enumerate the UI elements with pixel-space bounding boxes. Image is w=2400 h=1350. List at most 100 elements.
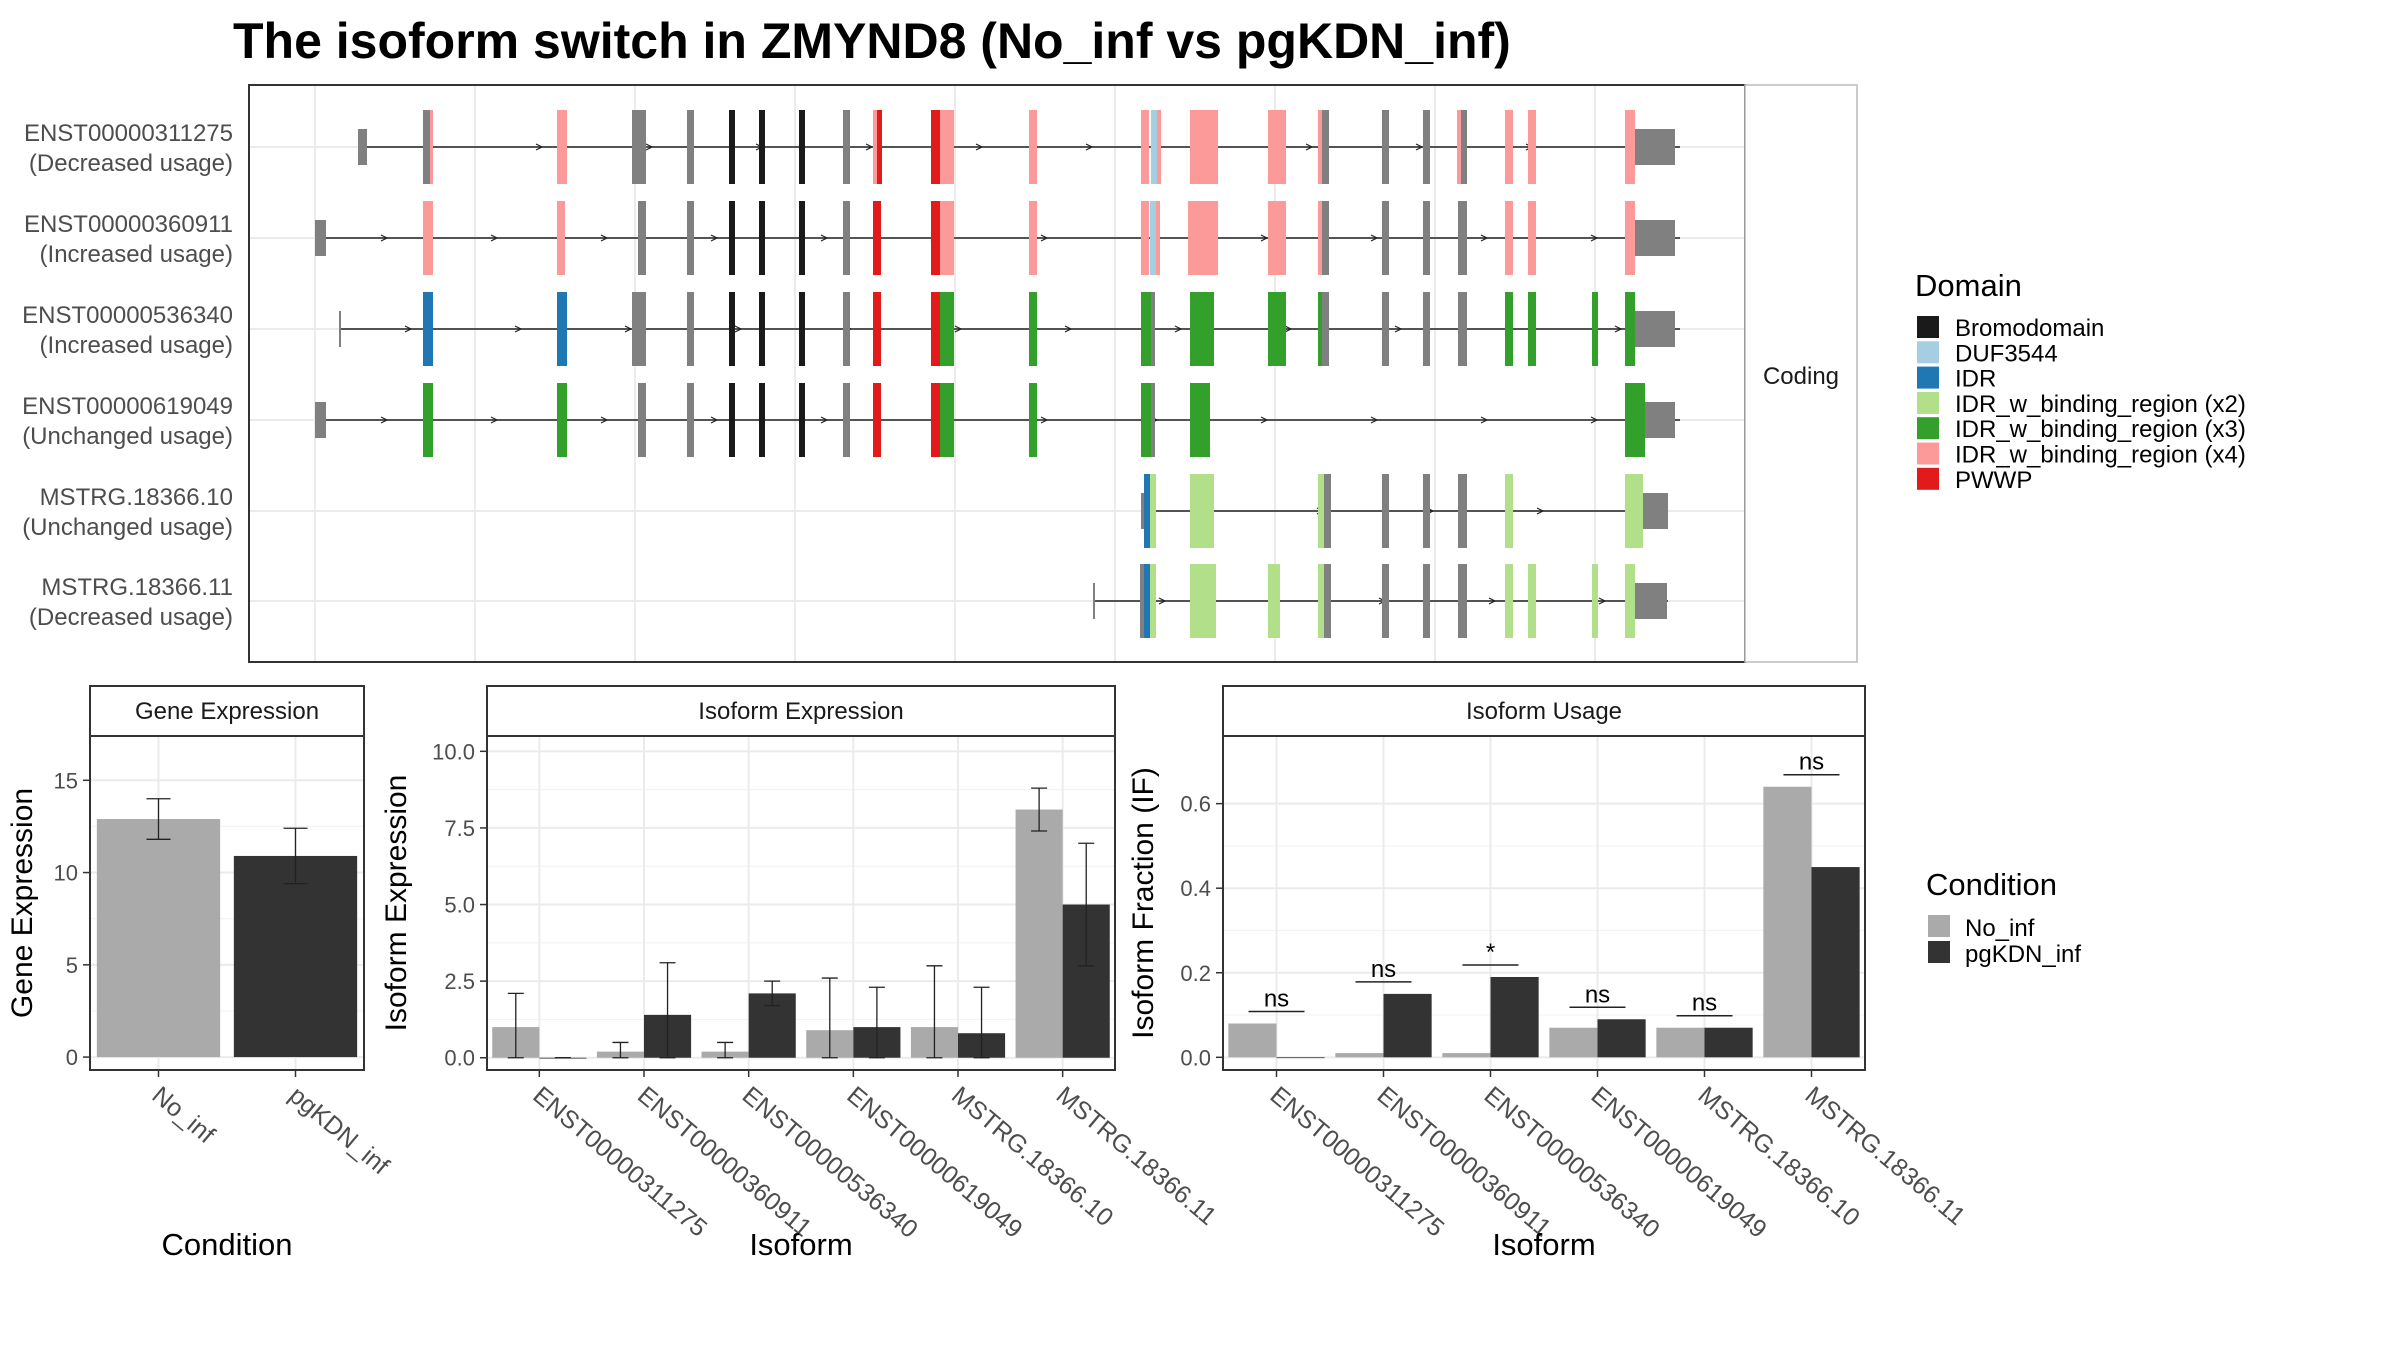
direction-arrow bbox=[1590, 234, 1599, 242]
exon-block bbox=[799, 292, 805, 366]
direction-arrow bbox=[975, 143, 984, 151]
domain-legend-key bbox=[1917, 442, 1939, 465]
direction-arrow bbox=[1284, 325, 1293, 333]
domain-legend-key bbox=[1917, 366, 1939, 389]
domain-legend-label: IDR_w_binding_region (x3) bbox=[1955, 416, 2246, 443]
y-tick-label: 0.2 bbox=[1180, 961, 1211, 986]
isoform-usage-label: (Unchanged usage) bbox=[22, 423, 233, 450]
condition-legend-label: No_inf bbox=[1965, 915, 2035, 942]
exon-block bbox=[799, 110, 805, 184]
exon-block bbox=[1382, 292, 1389, 366]
exon-block bbox=[1382, 110, 1389, 184]
direction-arrow bbox=[820, 234, 829, 242]
direction-arrow bbox=[1040, 234, 1049, 242]
significance-label: * bbox=[1486, 939, 1495, 966]
strip-box bbox=[89, 685, 365, 737]
significance-label: ns bbox=[1692, 990, 1717, 1017]
significance-label: ns bbox=[1371, 956, 1396, 983]
exon-block bbox=[729, 110, 735, 184]
bar bbox=[1383, 993, 1432, 1058]
domain-legend-title: Domain bbox=[1915, 268, 2022, 303]
y-tick-label: 10 bbox=[54, 861, 78, 886]
exon-block bbox=[1029, 383, 1037, 457]
exon-block bbox=[632, 292, 646, 366]
y-axis-title: Isoform Fraction (IF) bbox=[1127, 767, 1160, 1039]
direction-arrow bbox=[1040, 416, 1049, 424]
exon-block bbox=[687, 383, 694, 457]
exon-block bbox=[1141, 292, 1151, 366]
exon-block bbox=[358, 129, 367, 165]
isoform-id-label: ENST00000536340 bbox=[22, 302, 233, 329]
direction-arrow bbox=[1158, 597, 1167, 605]
exon-block bbox=[1458, 564, 1467, 638]
exon-block bbox=[729, 292, 735, 366]
exon-block bbox=[1324, 474, 1331, 548]
exon-block bbox=[1528, 201, 1536, 275]
exon-block bbox=[1505, 110, 1513, 184]
strip-box bbox=[486, 685, 1116, 737]
exon-block bbox=[1150, 201, 1156, 275]
transcript-model bbox=[1093, 564, 1668, 638]
isoform-expression-panel: Isoform Expression 0.0 2.5 5.0 7.5 10.0 ENST00… bbox=[380, 685, 1222, 1262]
domain-legend-label: IDR_w_binding_region (x2) bbox=[1955, 391, 2246, 418]
exon-block bbox=[1635, 583, 1667, 619]
exon-block bbox=[687, 110, 694, 184]
exon-block bbox=[1625, 292, 1635, 366]
exon-block bbox=[557, 292, 567, 366]
exon-block bbox=[1150, 564, 1156, 638]
exon-block bbox=[940, 201, 954, 275]
exon-block bbox=[1457, 110, 1461, 184]
bar bbox=[1442, 1053, 1491, 1058]
domain-legend-label: PWWP bbox=[1955, 467, 2032, 494]
exon-block bbox=[1141, 110, 1149, 184]
bar bbox=[1549, 1027, 1598, 1058]
y-tick-label: 0.0 bbox=[1180, 1045, 1211, 1070]
direction-arrow bbox=[490, 416, 499, 424]
exon-block bbox=[799, 201, 805, 275]
exon-block bbox=[877, 110, 882, 184]
exon-block bbox=[799, 383, 805, 457]
transcript-model bbox=[315, 383, 1680, 457]
exon-block bbox=[843, 292, 850, 366]
isoform-id-label: ENST00000360911 bbox=[24, 211, 233, 238]
exon-block bbox=[1528, 110, 1536, 184]
x-tick-label: ENST00000619049 bbox=[841, 1081, 1027, 1244]
bar bbox=[96, 819, 221, 1058]
isoform-usage-label: (Increased usage) bbox=[40, 332, 233, 359]
exon-block bbox=[1151, 110, 1157, 184]
domain-legend-key bbox=[1917, 316, 1939, 338]
direction-arrow bbox=[1305, 143, 1314, 151]
exon-block bbox=[1423, 292, 1430, 366]
exon-block bbox=[1151, 383, 1155, 457]
condition-legend-title: Condition bbox=[1926, 867, 2057, 902]
y-axis-title: Gene Expression bbox=[6, 788, 39, 1018]
exon-block bbox=[557, 383, 567, 457]
x-tick-label: ENST00000311275 bbox=[527, 1081, 712, 1242]
domain-legend-key bbox=[1917, 341, 1939, 364]
exon-block bbox=[931, 201, 940, 275]
exon-block bbox=[1382, 564, 1389, 638]
exon-block bbox=[687, 201, 694, 275]
exon-block bbox=[1505, 564, 1513, 638]
direction-arrow bbox=[1415, 143, 1424, 151]
exon-block bbox=[873, 292, 881, 366]
exon-block bbox=[1141, 493, 1144, 529]
isoform-usage-label: (Unchanged usage) bbox=[22, 514, 233, 541]
transcript-model bbox=[315, 201, 1680, 275]
exon-block bbox=[873, 383, 881, 457]
exon-block bbox=[1635, 311, 1675, 347]
exon-block bbox=[1268, 292, 1286, 366]
direction-arrow bbox=[600, 234, 609, 242]
domain-legend-label: DUF3544 bbox=[1955, 340, 2058, 367]
y-tick-label: 5 bbox=[66, 953, 78, 978]
bar bbox=[1015, 809, 1063, 1058]
exon-block bbox=[557, 110, 567, 184]
exon-block bbox=[1318, 564, 1326, 638]
exon-block bbox=[729, 383, 735, 457]
exon-block bbox=[1505, 474, 1513, 548]
exon-block bbox=[1635, 220, 1675, 256]
y-tick-label: 10.0 bbox=[432, 739, 475, 764]
exon-block bbox=[423, 201, 433, 275]
